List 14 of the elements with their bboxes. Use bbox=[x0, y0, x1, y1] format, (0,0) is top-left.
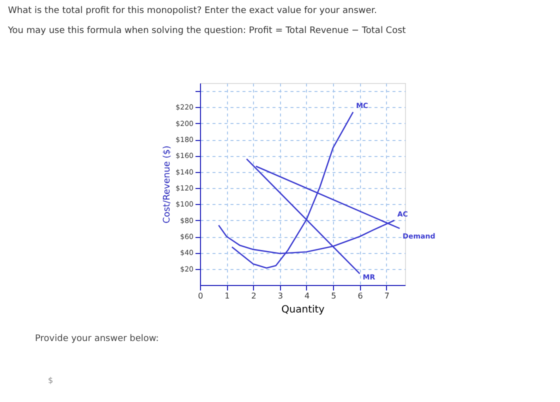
x-tick-label: 4 bbox=[304, 292, 310, 300]
x-tick-label: 3 bbox=[278, 292, 283, 300]
y-axis-title: Cost/Revenue ($) bbox=[162, 146, 173, 224]
chart-subtitle: You may use this formula when solving the question: Profit = Total Revenue − Total Cost bbox=[7, 26, 406, 36]
x-tick-label: 5 bbox=[331, 292, 336, 300]
text: $ bbox=[48, 376, 54, 385]
text: Provide your answer below: bbox=[35, 334, 159, 344]
x-axis-title: Quantity bbox=[281, 304, 325, 316]
chart-title: What is the total profit for this monopolist? Enter the exact value for your answer. bbox=[8, 6, 378, 16]
x-tick-label: 6 bbox=[358, 292, 363, 300]
x-tick-label: 7 bbox=[384, 292, 390, 300]
x-tick-label: 1 bbox=[224, 292, 230, 300]
x-tick-label: 2 bbox=[251, 292, 256, 300]
x-tick-label: 0 bbox=[198, 292, 204, 300]
